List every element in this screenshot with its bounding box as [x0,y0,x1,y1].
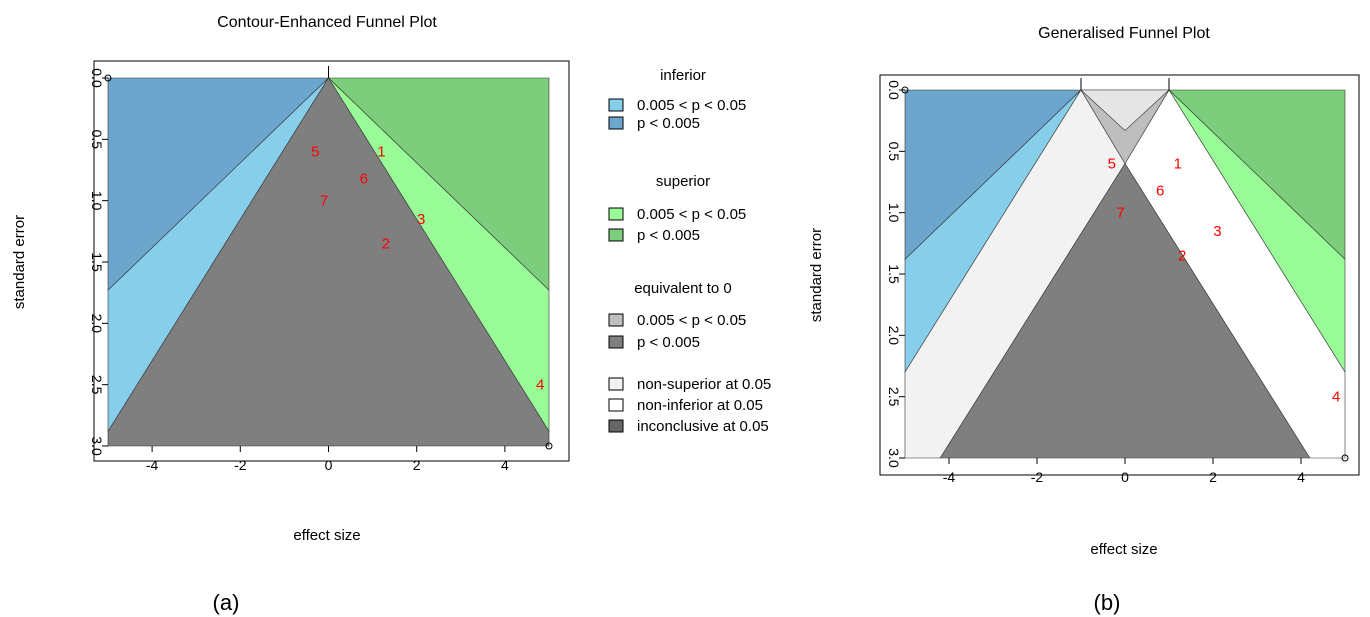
study-label-6: 6 [360,171,368,188]
legend-swatch [608,98,624,112]
study-label-4: 4 [1332,389,1340,406]
legend-swatch [608,377,624,391]
legend-swatch [608,207,624,221]
y-tick-label: 1.5 [886,264,902,284]
study-label-3: 3 [1213,223,1221,240]
legend-label: non-superior at 0.05 [637,376,771,393]
chart-title: Contour-Enhanced Funnel Plot [217,14,437,31]
study-label-2: 2 [382,236,390,253]
corner-point [545,442,553,450]
study-label-2: 2 [1178,248,1186,265]
x-axis-label: effect size [293,527,360,544]
axes: -4 -2 0 2 4 0.0 0.5 1.0 1.5 2.0 2.5 3.0 [886,78,1305,485]
y-tick-label: 2.5 [89,375,105,395]
y-tick-label: 1.0 [89,191,105,211]
study-label-7: 7 [320,193,328,210]
contour-regions [904,89,1346,459]
y-tick-label: 1.0 [886,203,902,223]
legend-label: p < 0.005 [637,115,700,132]
legend-heading: equivalent to 0 [634,280,732,297]
x-axis-label: effect size [1090,541,1157,558]
panel-caption: (b) [1094,590,1121,615]
study-label-5: 5 [311,144,319,161]
plot-box [879,74,1360,476]
study-label-6: 6 [1156,183,1164,200]
x-tick-label: -2 [234,457,247,473]
y-tick-label: 2.0 [886,326,902,346]
legend-label: p < 0.005 [637,334,700,351]
y-tick-label: 0.0 [886,80,902,100]
x-tick-label: 2 [1209,469,1217,485]
legend-swatch [608,335,624,349]
plot-box [93,60,570,462]
corner-point [104,74,112,82]
x-tick-label: 0 [1121,469,1129,485]
study-labels: 1 2 3 4 5 6 7 [104,74,553,450]
legend-swatch [608,228,624,242]
y-tick-label: 2.0 [89,314,105,334]
y-tick-label: 3.0 [89,436,105,456]
panel-caption: (a) [213,590,240,615]
legend-label: 0.005 < p < 0.05 [637,312,746,329]
x-tick-label: 2 [413,457,421,473]
legend-label: inconclusive at 0.05 [637,418,769,435]
legend-label: p < 0.005 [637,227,700,244]
study-label-5: 5 [1108,156,1116,173]
y-tick-label: 1.5 [89,252,105,272]
corner-point [1341,454,1349,462]
x-tick-label: 0 [325,457,333,473]
contour-regions [107,77,550,447]
equivalence-inner-region [1080,89,1170,131]
x-tick-label: -2 [1031,469,1044,485]
y-tick-label: 3.0 [886,448,902,468]
chart-title: Generalised Funnel Plot [1038,25,1210,42]
y-tick-label: 0.0 [89,68,105,88]
study-label-3: 3 [417,211,425,228]
study-label-7: 7 [1116,205,1124,222]
y-tick-label: 0.5 [886,142,902,162]
legend-heading: superior [656,173,710,190]
legend-label: non-inferior at 0.05 [637,397,763,414]
legend-heading: inferior [660,67,706,84]
legend-swatch [608,398,624,412]
legend-swatch [608,313,624,327]
legend-swatch [608,419,624,433]
contour-enhanced-funnel-panel: -4 -2 0 2 4 0.0 0.5 1.0 1.5 2.0 2.5 3.0 1 2 3 4 5 6 7 Con… [11,14,570,615]
legend-swatch [608,116,624,130]
y-axis-label: standard error [11,215,28,309]
axes: -4 -2 0 2 4 0.0 0.5 1.0 1.5 2.0 2.5 3.0 [89,66,509,473]
y-axis-label: standard error [808,228,825,322]
study-label-4: 4 [536,377,544,394]
corner-point [901,86,909,94]
legend-label: 0.005 < p < 0.05 [637,206,746,223]
generalised-funnel-panel: -4 -2 0 2 4 0.0 0.5 1.0 1.5 2.0 2.5 3.0 1 2 3 4 5 6 7 Gen… [808,25,1360,615]
x-tick-label: 4 [501,457,509,473]
study-labels: 1 2 3 4 5 6 7 [901,86,1349,462]
y-tick-label: 0.5 [89,130,105,150]
study-label-1: 1 [377,144,385,161]
x-tick-label: 4 [1297,469,1305,485]
y-tick-label: 2.5 [886,387,902,407]
x-tick-label: -4 [943,469,956,485]
legend-label: 0.005 < p < 0.05 [637,97,746,114]
study-label-1: 1 [1174,156,1182,173]
x-tick-label: -4 [146,457,159,473]
